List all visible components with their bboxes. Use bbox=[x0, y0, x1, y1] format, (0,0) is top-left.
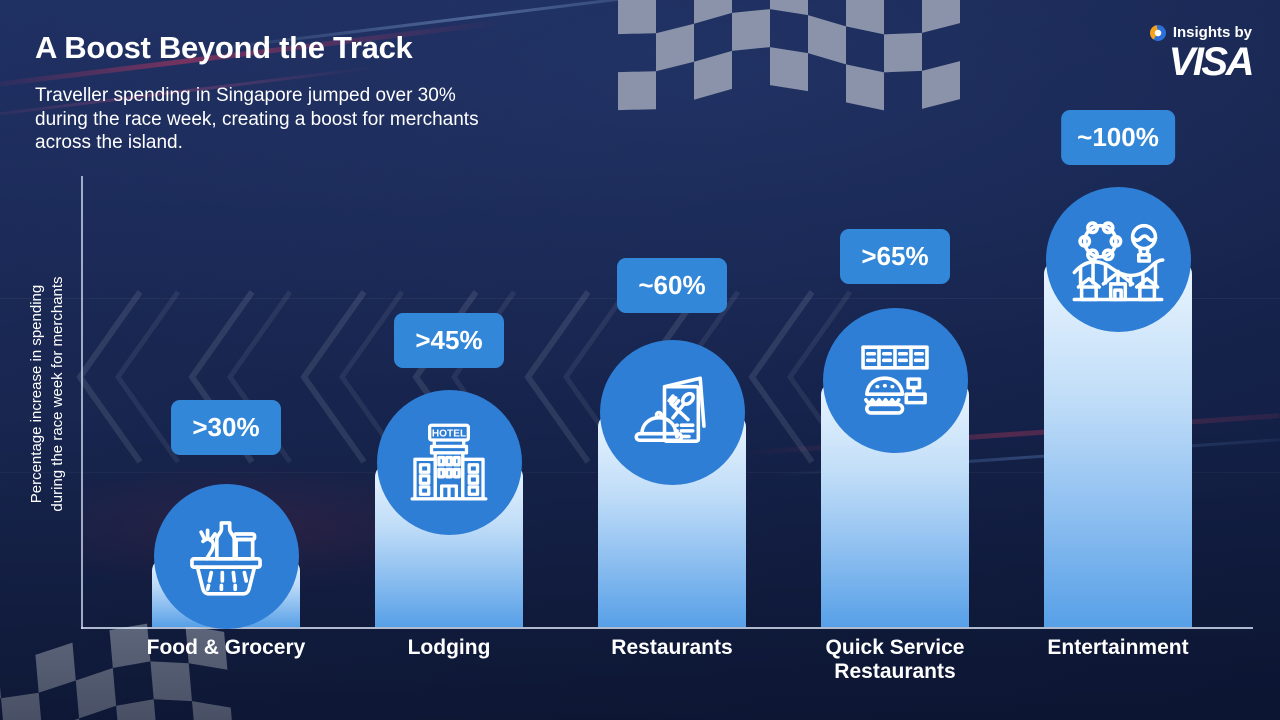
chart-column: ~60% Restaurants bbox=[598, 0, 746, 720]
hotel-sign-text: HOTEL bbox=[432, 428, 466, 439]
icon-circle bbox=[599, 340, 745, 485]
value-label: >45% bbox=[415, 325, 483, 355]
chart-column: ~100% Entertainment bbox=[1044, 0, 1192, 720]
y-axis-label-line1: Percentage increase in spending bbox=[28, 284, 45, 504]
icon-circle: HOTEL bbox=[376, 390, 522, 535]
value-badge: >45% bbox=[394, 313, 504, 368]
value-badge: >30% bbox=[171, 400, 281, 455]
value-badge: ~100% bbox=[1061, 110, 1175, 165]
icon-circle bbox=[1045, 187, 1191, 332]
page-subtitle: Traveller spending in Singapore jumped o… bbox=[35, 85, 479, 154]
chart-column: >65% Quick Service Restaurants bbox=[821, 0, 969, 720]
x-axis-line bbox=[81, 627, 1253, 629]
insights-by-row: Insights by bbox=[1149, 24, 1252, 41]
insights-by-label: Insights by bbox=[1172, 24, 1252, 41]
icon-circle bbox=[153, 484, 299, 629]
value-label: >30% bbox=[192, 412, 260, 442]
value-badge: ~60% bbox=[617, 258, 727, 313]
value-label: ~60% bbox=[638, 270, 706, 300]
value-badge: >65% bbox=[840, 229, 950, 284]
hotel-icon: HOTEL bbox=[410, 423, 488, 501]
category-label: Lodging bbox=[407, 636, 491, 659]
burger-counter-icon bbox=[861, 344, 929, 415]
y-axis-label-line2: during the race week for merchants bbox=[49, 276, 67, 512]
value-label: >65% bbox=[861, 241, 929, 271]
category-label: Food & Grocery bbox=[146, 636, 306, 659]
value-label: ~100% bbox=[1077, 122, 1159, 152]
visa-logo: Insights by VISA bbox=[1149, 24, 1255, 84]
visa-wordmark: VISA bbox=[1168, 40, 1255, 84]
page-title: A Boost Beyond the Track bbox=[35, 30, 413, 65]
category-label: Entertainment bbox=[1047, 636, 1189, 659]
grocery-basket-icon bbox=[190, 520, 262, 596]
restaurant-menu-icon bbox=[634, 375, 706, 443]
category-label: Restaurants bbox=[611, 636, 733, 659]
amusement-park-icon bbox=[1072, 220, 1165, 301]
visa-insights-icon bbox=[1149, 24, 1166, 41]
category-label: Quick Service Restaurants bbox=[825, 636, 965, 683]
y-axis-line bbox=[81, 176, 83, 629]
icon-circle bbox=[822, 308, 968, 453]
y-axis-label: Percentage increase in spending during t… bbox=[26, 164, 70, 624]
chart-column: >30% Food & Grocery bbox=[147, 0, 305, 720]
chart-column: HOTEL >45% Lodging bbox=[375, 0, 523, 720]
